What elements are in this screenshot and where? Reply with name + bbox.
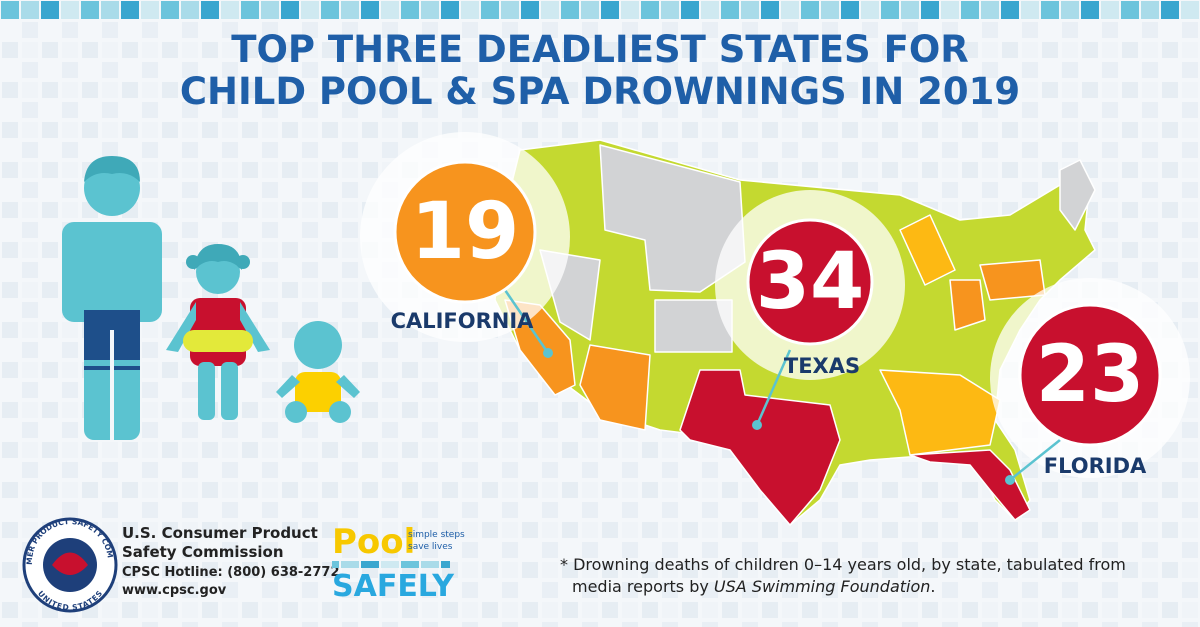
pointer — [755, 349, 792, 426]
value-circle — [746, 218, 874, 346]
pointer-dot — [1005, 475, 1015, 485]
footnote-source: USA Swimming Foundation — [714, 577, 930, 596]
value-circle — [1018, 303, 1162, 447]
callout: 34 TEXAS — [715, 190, 905, 430]
title-line: TOP THREE DEADLIEST STATES FOR — [231, 28, 969, 71]
hotline: CPSC Hotline: (800) 638-2772 — [122, 565, 340, 580]
pool-safely-logo: Pool simple steps save lives SAFELY — [332, 522, 465, 604]
pointer — [503, 289, 550, 354]
pointer-dot — [752, 420, 762, 430]
state-label: FLORIDA — [1044, 454, 1147, 478]
footnote-text: . — [930, 577, 935, 596]
value: 34 — [756, 237, 865, 327]
value: 19 — [411, 187, 520, 277]
callout: 19 CALIFORNIA — [360, 132, 570, 358]
logo-tagline: simple steps — [408, 530, 465, 540]
family-illustration — [62, 156, 360, 440]
website: www.cpsc.gov — [122, 583, 227, 598]
logo-top: Pool — [332, 522, 415, 562]
footnote-text: media reports by — [572, 577, 714, 596]
footnote: media reports by USA Swimming Foundation… — [572, 577, 935, 596]
pointer — [1009, 439, 1061, 481]
pointer-dot — [543, 348, 553, 358]
value-circle — [393, 160, 537, 304]
callout: 23 FLORIDA — [990, 278, 1190, 485]
title-line: CHILD POOL & SPA DROWNINGS IN 2019 — [180, 70, 1020, 113]
tile-strip — [0, 0, 1200, 20]
footnote: * Drowning deaths of children 0–14 years… — [560, 555, 1126, 574]
state-label: TEXAS — [784, 354, 860, 378]
agency-name: U.S. Consumer Product — [122, 524, 318, 542]
logo-bottom: SAFELY — [332, 569, 455, 604]
value: 23 — [1036, 330, 1145, 420]
agency-name: Safety Commission — [122, 543, 284, 561]
logo-tagline: save lives — [408, 542, 453, 552]
state-label: CALIFORNIA — [391, 309, 535, 333]
